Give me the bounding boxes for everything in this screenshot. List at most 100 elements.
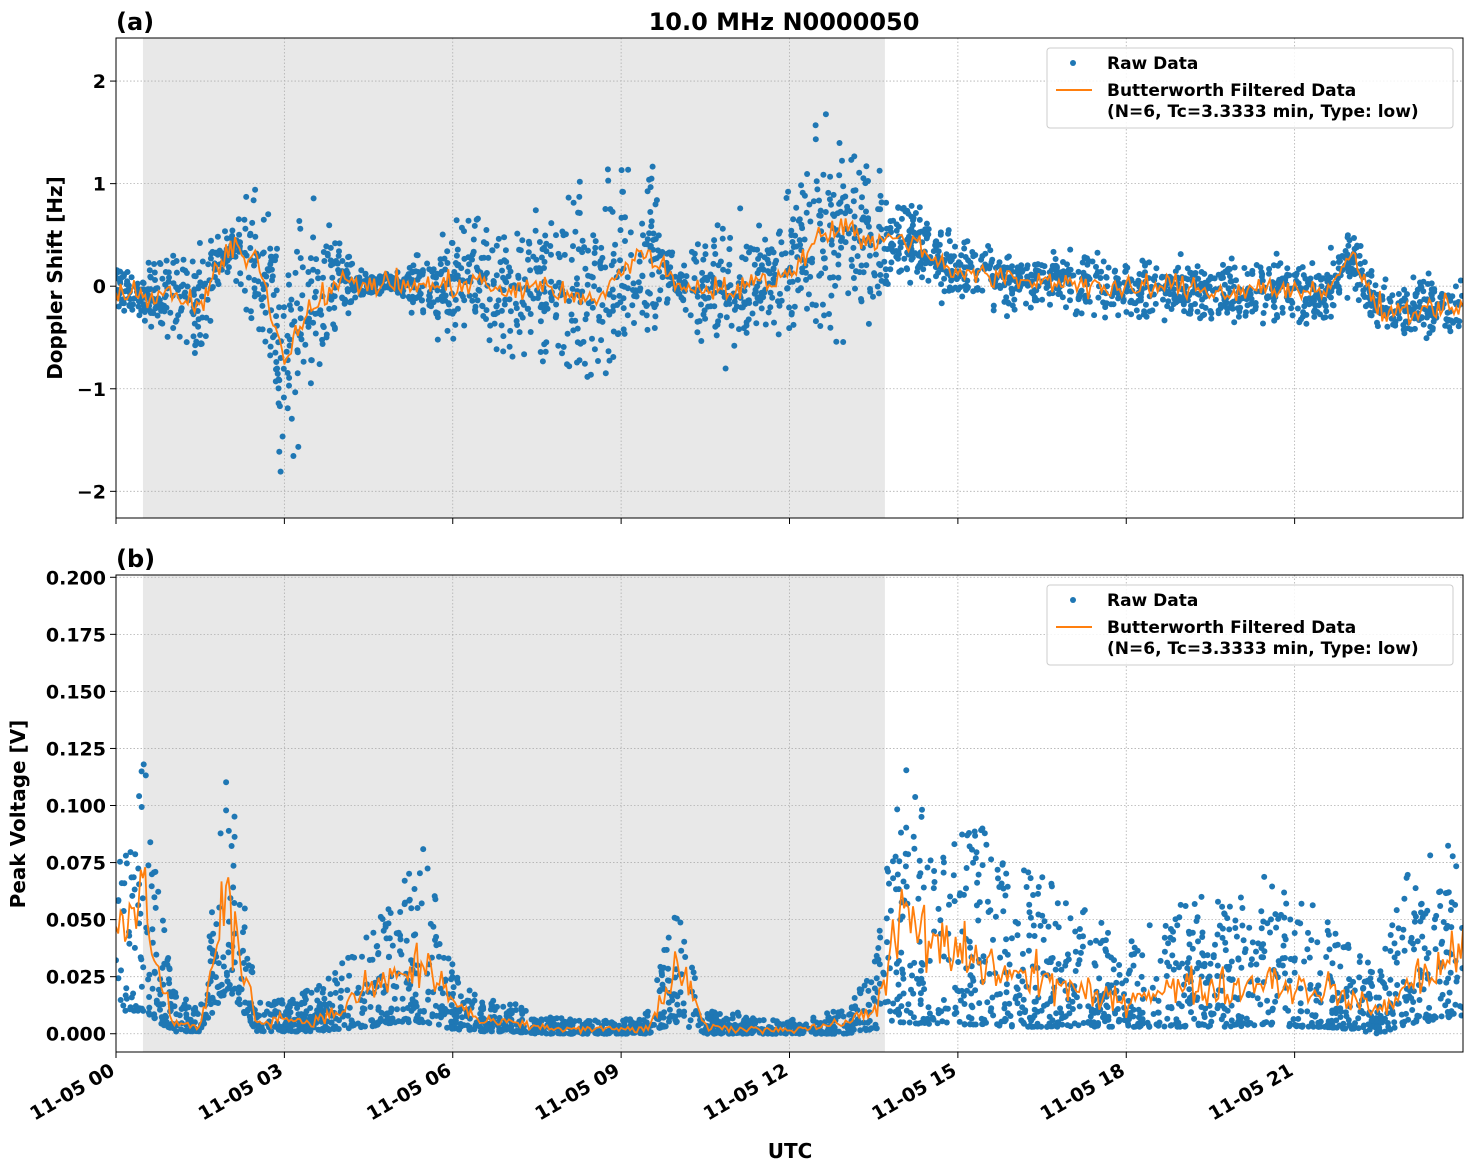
raw-data-point <box>712 251 719 257</box>
raw-data-point <box>509 353 516 360</box>
raw-data-point <box>1272 998 1279 1005</box>
raw-data-point <box>1176 964 1182 971</box>
raw-data-point <box>630 280 637 287</box>
raw-data-point <box>518 1007 525 1014</box>
raw-data-point <box>336 248 342 255</box>
raw-data-point <box>243 193 250 200</box>
raw-data-point <box>888 240 895 247</box>
raw-data-point <box>794 276 801 283</box>
raw-data-point <box>958 252 965 259</box>
raw-data-point <box>405 985 412 992</box>
raw-data-point <box>896 858 903 865</box>
raw-data-point <box>747 245 754 252</box>
raw-data-point <box>465 997 472 1004</box>
raw-data-point <box>225 949 232 956</box>
raw-data-point <box>1411 918 1418 925</box>
raw-data-point <box>681 1012 687 1019</box>
raw-data-point <box>940 869 947 876</box>
raw-data-point <box>922 226 929 233</box>
raw-data-point <box>195 323 202 330</box>
raw-data-point <box>286 281 292 288</box>
raw-data-point <box>519 314 526 321</box>
raw-data-point <box>1436 889 1443 896</box>
raw-data-point <box>1345 1017 1352 1023</box>
raw-data-point <box>1423 306 1430 313</box>
raw-data-point <box>255 291 262 298</box>
raw-data-point <box>1056 290 1063 297</box>
raw-data-point <box>985 243 992 249</box>
raw-data-point <box>1330 1024 1337 1031</box>
raw-data-point <box>327 991 334 998</box>
raw-data-point <box>624 285 631 292</box>
raw-data-point <box>1253 961 1260 968</box>
raw-data-point <box>387 910 394 916</box>
raw-data-point <box>938 281 945 288</box>
raw-data-point <box>677 989 684 996</box>
raw-data-point <box>506 296 513 303</box>
raw-data-point <box>1003 936 1010 943</box>
raw-data-point <box>138 768 145 775</box>
raw-data-point <box>1070 272 1077 279</box>
raw-data-point <box>1226 926 1233 933</box>
raw-data-point <box>127 849 134 856</box>
raw-data-point <box>1188 1009 1194 1016</box>
raw-data-point <box>866 252 873 259</box>
raw-data-point <box>189 258 196 265</box>
raw-data-point <box>904 236 911 243</box>
raw-data-point <box>425 996 431 1003</box>
raw-data-point <box>1172 916 1179 923</box>
plot-area <box>116 111 1463 475</box>
raw-data-point <box>828 241 835 248</box>
raw-data-point <box>1137 1022 1144 1029</box>
raw-data-point <box>895 981 902 988</box>
raw-data-point <box>329 274 336 281</box>
raw-data-point <box>850 275 857 281</box>
raw-data-point <box>436 941 443 947</box>
raw-data-point <box>126 286 132 293</box>
raw-data-point <box>652 201 659 208</box>
raw-data-point <box>1315 982 1322 989</box>
raw-data-point <box>320 322 327 329</box>
raw-data-point <box>646 290 653 297</box>
raw-data-point <box>964 285 971 292</box>
raw-data-point <box>933 273 939 280</box>
raw-data-point <box>676 1011 683 1018</box>
raw-data-point <box>1263 1019 1270 1026</box>
raw-data-point <box>1449 853 1456 860</box>
raw-data-point <box>837 238 844 244</box>
raw-data-point <box>907 1010 914 1016</box>
raw-data-point <box>848 1004 855 1011</box>
raw-data-point <box>500 1003 507 1010</box>
raw-data-point <box>1240 937 1247 944</box>
raw-data-point <box>1290 1016 1297 1023</box>
raw-data-point <box>250 197 257 204</box>
raw-data-point <box>819 248 826 255</box>
raw-data-point <box>453 252 460 259</box>
raw-data-point <box>393 983 400 990</box>
raw-data-point <box>458 265 465 272</box>
raw-data-point <box>223 807 230 814</box>
raw-data-point <box>512 1007 519 1013</box>
raw-data-point <box>382 921 389 928</box>
raw-data-point <box>1167 1022 1174 1029</box>
raw-data-point <box>210 930 217 937</box>
raw-data-point <box>925 277 932 284</box>
raw-data-point <box>1079 943 1086 950</box>
raw-data-point <box>1134 947 1141 954</box>
raw-data-point <box>992 913 999 920</box>
plot-area <box>116 761 1463 1037</box>
raw-data-point <box>153 951 160 958</box>
raw-data-point <box>648 175 655 182</box>
raw-data-point <box>803 1021 809 1028</box>
raw-data-point <box>1344 264 1351 271</box>
raw-data-point <box>367 1004 374 1010</box>
raw-data-point <box>640 1017 647 1024</box>
raw-data-point <box>809 301 816 308</box>
raw-data-point <box>321 995 328 1002</box>
raw-data-point <box>1219 903 1226 910</box>
raw-data-point <box>397 909 404 915</box>
raw-data-point <box>1076 292 1083 298</box>
raw-data-point <box>1390 314 1397 321</box>
raw-data-point <box>502 247 509 254</box>
raw-data-point <box>284 405 291 412</box>
